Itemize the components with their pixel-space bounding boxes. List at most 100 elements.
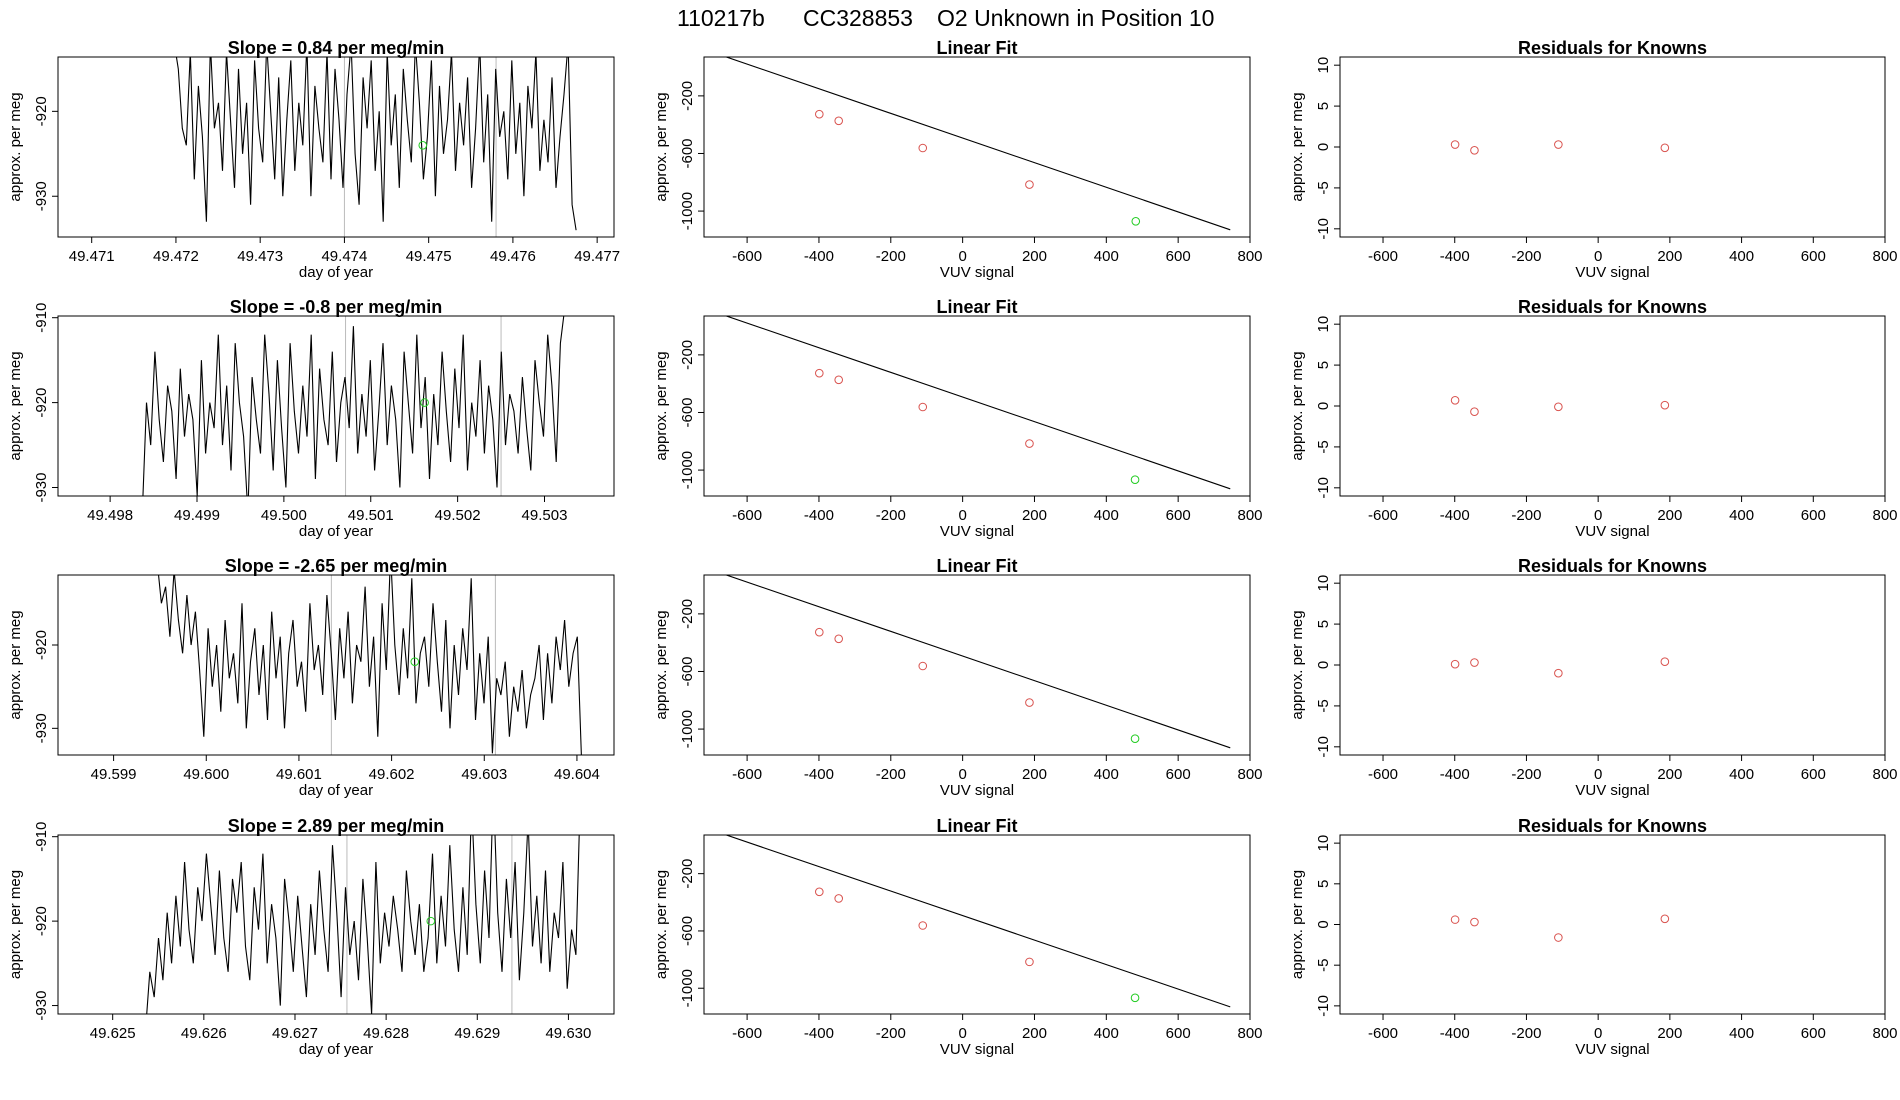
y-tick-label: -930: [33, 713, 50, 743]
x-axis-label: VUV signal: [1575, 523, 1649, 540]
panel-1-1: Linear Fit -600 -400 -200 0 200 400 600 800 VUV s…: [653, 297, 1263, 540]
x-tick-label: 400: [1729, 766, 1754, 783]
y-tick-label: -600: [679, 656, 696, 686]
mean-point: [426, 916, 436, 926]
x-tick-label: -200: [1511, 507, 1541, 524]
x-tick-label: -600: [732, 507, 762, 524]
x-tick-label: 49.627: [272, 1025, 318, 1042]
x-tick-label: -600: [732, 766, 762, 783]
panel-title: Slope = 2.89 per meg/min: [228, 816, 445, 836]
panel-title: Residuals for Knowns: [1518, 556, 1707, 576]
x-axis-label: day of year: [299, 1041, 373, 1058]
plot-frame: [57, 315, 615, 497]
fit-line: [725, 57, 1231, 231]
x-tick-label: -400: [1440, 766, 1470, 783]
unknown-point: [1130, 475, 1140, 485]
known-point: [834, 894, 844, 903]
panel-1-0: Slope = -0.8 per meg/min 49.498 49.499 49.5…: [7, 297, 615, 540]
y-axis-label: approx. per meg: [7, 92, 24, 201]
x-tick-label: 200: [1022, 248, 1047, 265]
panel-0-2: Residuals for Knowns -600 -400 -200 0 200 400 6…: [1289, 38, 1898, 281]
panel-2-0: Slope = -2.65 per meg/min 49.599 49.600 49.…: [7, 556, 615, 799]
y-tick-label: 5: [1315, 880, 1332, 888]
plot-area: [146, 835, 580, 1014]
known-point: [1025, 957, 1034, 967]
figure-title-run: 110217b: [677, 5, 765, 31]
x-tick-label: 0: [958, 507, 966, 524]
plot-area: [142, 316, 565, 496]
x-tick-label: -400: [804, 766, 834, 783]
x-axis-label: VUV signal: [1575, 782, 1649, 799]
unknown-point: [1130, 993, 1140, 1003]
y-tick-label: 0: [1315, 661, 1332, 669]
x-tick-label: -200: [1511, 766, 1541, 783]
x-tick-label: 800: [1872, 248, 1897, 265]
x-tick-label: 600: [1166, 507, 1191, 524]
x-axis-label: VUV signal: [1575, 264, 1649, 281]
y-tick-label: 0: [1315, 402, 1332, 410]
x-tick-label: 49.628: [363, 1025, 409, 1042]
panel-2-2: Residuals for Knowns -600 -400 -200 0 200 400 6…: [1289, 556, 1898, 799]
x-tick-label: 0: [1594, 507, 1602, 524]
y-tick-label: 10: [1315, 835, 1332, 852]
residual-point: [1660, 914, 1670, 924]
x-tick-label: 49.625: [90, 1025, 136, 1042]
y-axis-label: approx. per meg: [653, 870, 670, 979]
residual-point: [1554, 402, 1563, 412]
panel-0-0: Slope = 0.84 per meg/min 49.471 49.472 49.4…: [7, 38, 620, 281]
x-tick-label: -400: [804, 507, 834, 524]
y-tick-label: -200: [679, 599, 696, 629]
fit-line: [725, 575, 1231, 749]
panel-title: Residuals for Knowns: [1518, 38, 1707, 58]
y-tick-label: -1000: [679, 192, 696, 230]
plot-area: [725, 57, 1231, 231]
x-tick-label: 49.601: [276, 766, 322, 783]
x-tick-label: 200: [1657, 507, 1682, 524]
known-point: [1025, 180, 1034, 189]
x-tick-label: 800: [1872, 766, 1897, 783]
panel-3-2: Residuals for Knowns -600 -400 -200 0 200 400 6…: [1289, 816, 1898, 1058]
x-axis-label: day of year: [299, 782, 373, 799]
y-tick-label: -5: [1315, 699, 1332, 712]
known-point: [918, 143, 928, 153]
residual-point: [1470, 407, 1479, 417]
signal-series-line: [146, 835, 580, 1014]
x-tick-label: 200: [1657, 248, 1682, 265]
residual-point: [1450, 915, 1460, 924]
y-axis-label: approx. per meg: [7, 870, 24, 979]
panel-1-2: Residuals for Knowns -600 -400 -200 0 200 400 6…: [1289, 297, 1898, 540]
y-tick-label: -600: [679, 916, 696, 946]
known-point: [815, 109, 824, 119]
x-tick-label: 49.604: [554, 766, 600, 783]
x-tick-label: 0: [1594, 248, 1602, 265]
x-tick-label: 600: [1166, 1025, 1191, 1042]
panels: Slope = 0.84 per meg/min 49.471 49.472 49.4…: [7, 38, 1898, 1058]
known-point: [918, 402, 928, 412]
x-tick-label: 49.476: [490, 248, 536, 265]
unknown-point: [1130, 734, 1140, 744]
x-axis-label: VUV signal: [940, 523, 1014, 540]
x-axis-label: day of year: [299, 264, 373, 281]
plot-frame: [57, 56, 615, 238]
panel-title: Slope = -0.8 per meg/min: [230, 297, 443, 317]
x-tick-label: -400: [1440, 507, 1470, 524]
x-tick-label: 49.503: [522, 507, 568, 524]
y-tick-label: -930: [33, 472, 50, 502]
y-tick-label: -920: [33, 96, 50, 126]
y-tick-label: 0: [1315, 143, 1332, 151]
panel-title: Linear Fit: [936, 297, 1017, 317]
panel-3-1: Linear Fit -600 -400 -200 0 200 400 600 800 VUV s…: [653, 816, 1263, 1058]
x-tick-label: 49.473: [237, 248, 283, 265]
panel-title: Linear Fit: [936, 38, 1017, 58]
x-tick-label: -600: [1368, 248, 1398, 265]
y-axis-label: approx. per meg: [1289, 351, 1306, 460]
y-tick-label: 10: [1315, 316, 1332, 333]
x-tick-label: -600: [732, 248, 762, 265]
y-tick-label: -1000: [679, 710, 696, 748]
known-point: [1025, 698, 1034, 707]
x-tick-label: 49.501: [348, 507, 394, 524]
x-tick-label: -200: [1511, 248, 1541, 265]
y-tick-label: -600: [679, 138, 696, 168]
y-tick-label: -1000: [679, 451, 696, 489]
